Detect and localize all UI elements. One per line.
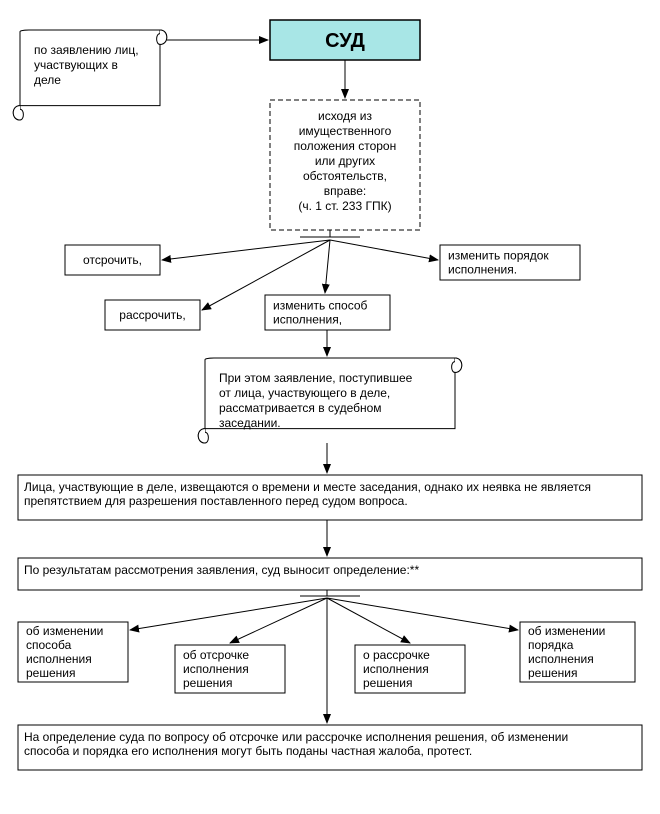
svg-text:При этом заявление, поступивше: При этом заявление, поступившее (219, 371, 413, 385)
svg-text:исполнения: исполнения (363, 662, 429, 676)
svg-text:от лица, участвующего в деле,: от лица, участвующего в деле, (219, 386, 390, 400)
node-opt3: изменить способисполнения, (265, 295, 390, 330)
svg-text:исполнения: исполнения (183, 662, 249, 676)
edge-2 (162, 240, 330, 260)
svg-text:исполнения: исполнения (528, 652, 594, 666)
node-det1: об измененииспособаисполнениярешения (18, 622, 128, 682)
svg-text:положения сторон: положения сторон (294, 139, 396, 153)
svg-text:исполнения.: исполнения. (448, 263, 517, 277)
node-opt4: изменить порядокисполнения. (440, 245, 580, 280)
svg-text:исходя из: исходя из (318, 109, 373, 123)
svg-text:способа и порядка его исполнен: способа и порядка его исполнения могут б… (24, 744, 472, 758)
svg-text:по заявлению лиц,: по заявлению лиц, (34, 43, 139, 57)
svg-text:обстоятельств,: обстоятельств, (303, 169, 387, 183)
svg-text:исполнения: исполнения (26, 652, 92, 666)
node-det4: об изменениипорядкаисполнениярешения (520, 622, 635, 682)
node-wide1: Лица, участвующие в деле, извещаются о в… (18, 475, 642, 520)
node-wide3: На определение суда по вопросу об отсроч… (18, 725, 642, 770)
node-wide2: По результатам рассмотрения заявления, с… (18, 558, 642, 590)
node-det2: об отсрочкеисполнениярешения (175, 645, 285, 693)
svg-text:СУД: СУД (325, 30, 365, 52)
svg-text:о рассрочке: о рассрочке (363, 648, 430, 662)
svg-text:об изменении: об изменении (26, 624, 103, 638)
svg-text:или других: или других (315, 154, 375, 168)
node-scroll1: по заявлению лиц,участвующих вделе (13, 30, 167, 120)
svg-text:решения: решения (183, 676, 232, 690)
svg-text:рассматривается в судебном: рассматривается в судебном (219, 401, 382, 415)
svg-text:участвующих в: участвующих в (34, 58, 118, 72)
edge-10 (230, 598, 327, 643)
node-scroll2: При этом заявление, поступившееот лица, … (198, 358, 462, 443)
nodes-layer: СУД по заявлению лиц,участвующих вделе исх… (13, 20, 642, 770)
svg-text:исполнения,: исполнения, (273, 313, 342, 327)
svg-text:порядка: порядка (528, 638, 574, 652)
svg-text:вправе:: вправе: (324, 184, 366, 198)
svg-text:решения: решения (26, 666, 75, 680)
svg-text:имущественного: имущественного (299, 124, 392, 138)
svg-text:об изменении: об изменении (528, 624, 605, 638)
svg-text:По результатам рассмотрения за: По результатам рассмотрения заявления, с… (24, 563, 419, 577)
svg-text:Лица, участвующие в деле, изве: Лица, участвующие в деле, извещаются о в… (24, 480, 591, 494)
svg-text:решения: решения (363, 676, 412, 690)
edge-4 (325, 240, 330, 293)
svg-text:изменить порядок: изменить порядок (448, 249, 549, 263)
svg-text:изменить способ: изменить способ (273, 299, 368, 313)
svg-text:способа: способа (26, 638, 72, 652)
svg-text:деле: деле (34, 73, 61, 87)
flowchart-canvas: СУД по заявлению лиц,участвующих вделе исх… (0, 0, 660, 814)
node-dashed1: исходя изимущественногоположения сторони… (270, 100, 420, 230)
edge-9 (130, 598, 327, 630)
node-opt2: рассрочить, (105, 300, 200, 330)
node-court: СУД (270, 20, 420, 60)
svg-text:На определение суда по вопросу: На определение суда по вопросу об отсроч… (24, 730, 568, 744)
edge-5 (330, 240, 438, 260)
svg-text:об отсрочке: об отсрочке (183, 648, 249, 662)
svg-text:препятствием для разрешения по: препятствием для разрешения поставленног… (24, 494, 408, 508)
svg-text:решения: решения (528, 666, 577, 680)
node-opt1: отсрочить, (65, 245, 160, 275)
svg-text:рассрочить,: рассрочить, (119, 308, 185, 322)
node-det3: о рассрочкеисполнениярешения (355, 645, 465, 693)
svg-text:(ч. 1 ст. 233 ГПК): (ч. 1 ст. 233 ГПК) (298, 199, 391, 213)
svg-text:заседании.: заседании. (219, 416, 281, 430)
svg-text:отсрочить,: отсрочить, (83, 253, 142, 267)
